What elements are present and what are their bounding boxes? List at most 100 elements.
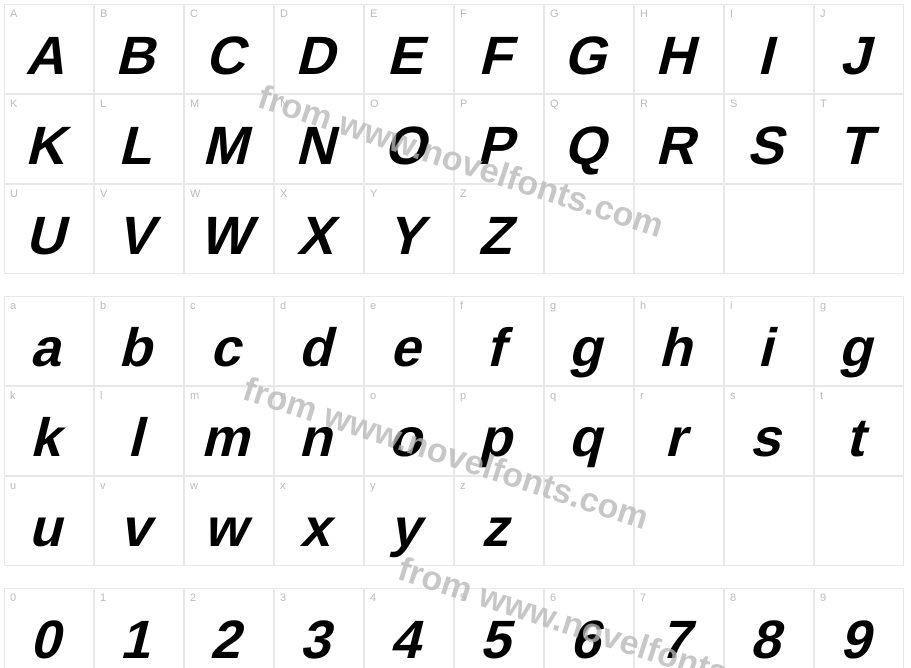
cell-glyph: t bbox=[843, 411, 874, 465]
cell-label: y bbox=[370, 480, 376, 492]
cell-glyph: M bbox=[200, 119, 258, 173]
glyph-cell: cc bbox=[184, 296, 274, 386]
glyph-cell: YY bbox=[364, 184, 454, 274]
cell-glyph: 5 bbox=[477, 613, 521, 667]
glyph-cell: TT bbox=[814, 94, 904, 184]
cell-label: O bbox=[370, 98, 379, 110]
glyph-cell: XX bbox=[274, 184, 364, 274]
cell-label: C bbox=[190, 8, 198, 20]
glyph-cell: FF bbox=[454, 4, 544, 94]
cell-label: L bbox=[100, 98, 106, 110]
glyph-cell: 88 bbox=[724, 588, 814, 668]
cell-label: 4 bbox=[370, 592, 376, 604]
glyph-cell: OO bbox=[364, 94, 454, 184]
cell-label: G bbox=[550, 8, 559, 20]
glyph-cell: vv bbox=[94, 476, 184, 566]
cell-glyph: r bbox=[662, 411, 696, 465]
glyph-cell: xx bbox=[274, 476, 364, 566]
cell-glyph: Z bbox=[476, 209, 522, 263]
cell-label: d bbox=[280, 300, 286, 312]
cell-glyph: a bbox=[27, 321, 71, 375]
glyph-cell: hh bbox=[634, 296, 724, 386]
glyph-cell bbox=[814, 184, 904, 274]
cell-label: 9 bbox=[820, 592, 826, 604]
cell-glyph: s bbox=[747, 411, 791, 465]
cell-label: g bbox=[820, 300, 826, 312]
cell-glyph: O bbox=[381, 119, 436, 173]
cell-label: e bbox=[370, 300, 376, 312]
cell-label: q bbox=[550, 390, 556, 402]
glyph-cell: CC bbox=[184, 4, 274, 94]
row-gap bbox=[4, 566, 904, 588]
glyph-cell: 00 bbox=[4, 588, 94, 668]
glyph-cell: ii bbox=[724, 296, 814, 386]
cell-label: f bbox=[460, 300, 463, 312]
cell-label: i bbox=[730, 300, 732, 312]
cell-glyph: P bbox=[474, 119, 523, 173]
glyph-cell: 33 bbox=[274, 588, 364, 668]
cell-glyph: C bbox=[203, 29, 255, 83]
cell-label: Z bbox=[460, 188, 467, 200]
cell-label: I bbox=[730, 8, 733, 20]
glyph-cell: 44 bbox=[364, 588, 454, 668]
cell-glyph: i bbox=[755, 321, 783, 375]
cell-glyph: 2 bbox=[207, 613, 251, 667]
cell-glyph: H bbox=[653, 29, 705, 83]
glyph-cell: RR bbox=[634, 94, 724, 184]
cell-glyph: N bbox=[293, 119, 345, 173]
glyph-cell: gg bbox=[814, 296, 904, 386]
glyph-cell: SS bbox=[724, 94, 814, 184]
cell-label: 7 bbox=[640, 592, 646, 604]
cell-glyph: D bbox=[293, 29, 345, 83]
glyph-cell: tt bbox=[814, 386, 904, 476]
cell-label: E bbox=[370, 8, 377, 20]
cell-label: A bbox=[10, 8, 17, 20]
cell-glyph: 4 bbox=[387, 613, 431, 667]
glyph-cell: nn bbox=[274, 386, 364, 476]
cell-label: l bbox=[100, 390, 102, 402]
glyph-cell bbox=[724, 184, 814, 274]
glyph-cell: gg bbox=[544, 296, 634, 386]
glyph-cell: dd bbox=[274, 296, 364, 386]
glyph-cell bbox=[634, 184, 724, 274]
cell-glyph: o bbox=[386, 411, 432, 465]
cell-glyph: n bbox=[296, 411, 342, 465]
glyph-cell: 99 bbox=[814, 588, 904, 668]
cell-glyph: E bbox=[384, 29, 433, 83]
glyph-cell: mm bbox=[184, 386, 274, 476]
cell-glyph: T bbox=[836, 119, 882, 173]
cell-glyph: l bbox=[125, 411, 153, 465]
cell-label: Y bbox=[370, 188, 377, 200]
cell-label: 6 bbox=[550, 592, 556, 604]
cell-glyph: I bbox=[755, 29, 783, 83]
cell-label: V bbox=[100, 188, 107, 200]
glyph-cell: WW bbox=[184, 184, 274, 274]
glyph-cell: II bbox=[724, 4, 814, 94]
cell-glyph: x bbox=[297, 501, 341, 555]
cell-label: M bbox=[190, 98, 199, 110]
cell-label: U bbox=[10, 188, 18, 200]
cell-label: c bbox=[190, 300, 196, 312]
cell-label: W bbox=[190, 188, 200, 200]
glyph-cell: BB bbox=[94, 4, 184, 94]
glyph-cell: PP bbox=[454, 94, 544, 184]
cell-glyph: R bbox=[653, 119, 705, 173]
glyph-cell: NN bbox=[274, 94, 364, 184]
glyph-cell: 55 bbox=[454, 588, 544, 668]
glyph-cell: ZZ bbox=[454, 184, 544, 274]
glyph-cell: zz bbox=[454, 476, 544, 566]
cell-label: b bbox=[100, 300, 106, 312]
cell-glyph: Y bbox=[384, 209, 433, 263]
cell-glyph: m bbox=[198, 411, 259, 465]
cell-glyph: A bbox=[23, 29, 75, 83]
cell-label: N bbox=[280, 98, 288, 110]
glyph-cell: ff bbox=[454, 296, 544, 386]
cell-glyph: F bbox=[476, 29, 522, 83]
glyph-cell: UU bbox=[4, 184, 94, 274]
cell-glyph: U bbox=[23, 209, 75, 263]
cell-glyph: y bbox=[387, 501, 431, 555]
cell-label: S bbox=[730, 98, 737, 110]
glyph-cell: EE bbox=[364, 4, 454, 94]
cell-label: w bbox=[190, 480, 198, 492]
glyph-cell: aa bbox=[4, 296, 94, 386]
